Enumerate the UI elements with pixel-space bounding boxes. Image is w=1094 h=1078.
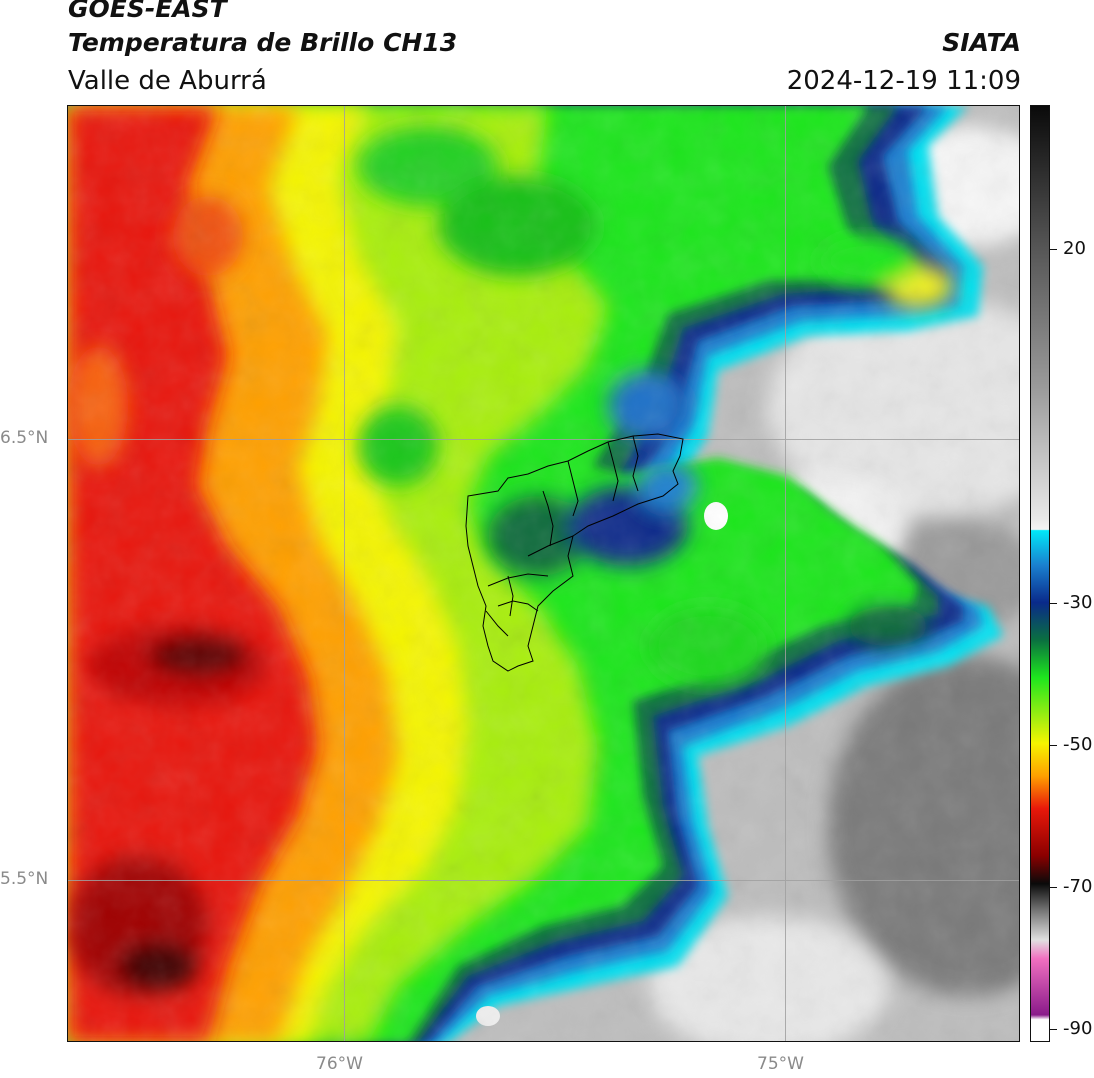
colorbar-label: 20 [1063, 238, 1086, 259]
colorbar-label: -70 [1063, 876, 1093, 897]
colorbar-label: -50 [1063, 734, 1093, 755]
longitude-label: 76°W [316, 1054, 363, 1074]
colorbar-tick [1050, 603, 1057, 604]
latitude-label: 5.5°N [0, 869, 49, 889]
longitude-label: 75°W [757, 1054, 804, 1074]
timestamp-label: 2024-12-19 11:09 [786, 66, 1021, 96]
colorbar-tick [1050, 887, 1057, 888]
temperature-colorbar [1030, 105, 1050, 1042]
colorbar-label: -90 [1063, 1018, 1093, 1039]
region-title: Valle de Aburrá [68, 66, 267, 96]
colorbar-label: -30 [1063, 592, 1093, 613]
colorbar-tick [1050, 745, 1057, 746]
colorbar-tick [1050, 1029, 1057, 1030]
latitude-label: 6.5°N [0, 428, 49, 448]
product-title: Temperatura de Brillo CH13 [68, 28, 458, 57]
satellite-map [67, 105, 1020, 1042]
organization-label: SIATA [942, 28, 1021, 57]
satellite-title: GOES-EAST [68, 0, 227, 23]
colorbar-tick [1050, 249, 1057, 250]
